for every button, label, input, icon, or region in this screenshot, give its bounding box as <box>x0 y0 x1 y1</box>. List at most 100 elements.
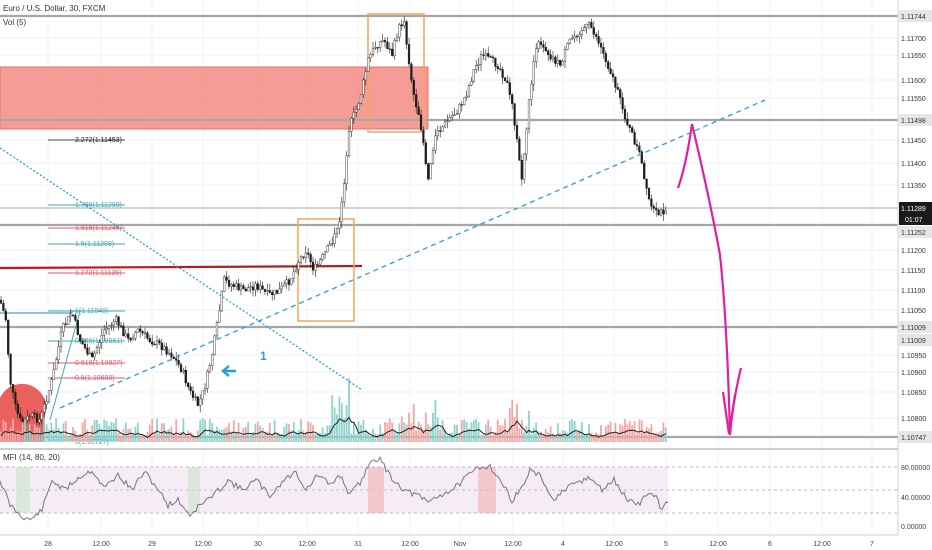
candle-body <box>117 316 120 326</box>
volume-bar <box>355 434 358 442</box>
candle-body <box>206 371 209 389</box>
candle-body <box>45 401 48 405</box>
candle-body <box>621 97 624 110</box>
price-tick: 1.11050 <box>901 308 926 315</box>
candle-body <box>69 314 72 317</box>
volume-bar <box>547 432 550 442</box>
mfi-line <box>0 456 669 521</box>
candle-body <box>381 40 384 42</box>
price-axis[interactable] <box>898 0 932 550</box>
volume-bar <box>552 433 554 442</box>
volume-bar <box>362 419 365 442</box>
candle-body <box>515 125 519 140</box>
volume-bar <box>336 414 338 442</box>
time-tick: 30 <box>254 541 262 548</box>
consolidation-box-2[interactable] <box>367 13 425 133</box>
candle-body <box>227 279 231 287</box>
symbol-title: Euro / U.S. Dollar, 30, FXCM <box>3 4 106 13</box>
candle-body <box>647 188 651 200</box>
volume-bar <box>540 431 542 442</box>
volume-bar <box>163 423 166 442</box>
volume-bar <box>165 429 168 442</box>
fib-label-1: 1(1.11049) <box>75 308 108 315</box>
volume-bar <box>501 425 504 442</box>
consolidation-box-1[interactable] <box>297 218 355 322</box>
candle-body <box>559 59 562 66</box>
candle-body <box>635 144 639 147</box>
price-tick: 1.11600 <box>901 78 926 85</box>
resistance-zone[interactable] <box>0 66 429 130</box>
candle-body <box>64 323 67 325</box>
candle-body <box>530 83 533 100</box>
time-tick: Nov <box>454 541 467 548</box>
volume-bar <box>451 432 454 442</box>
volume-bar <box>14 432 17 442</box>
candle-body <box>146 332 149 339</box>
candle-body <box>415 94 418 108</box>
volume-bar <box>496 419 499 442</box>
ascending-trendline[interactable] <box>59 99 766 409</box>
time-tick: 12:00 <box>298 541 316 548</box>
volume-bar <box>588 424 590 442</box>
mfi-axis: 80.00000 40.00000 0.00000 <box>901 465 930 531</box>
candle-body <box>302 256 305 258</box>
candle-body <box>314 264 317 271</box>
candle-body <box>290 278 293 285</box>
candle-body <box>160 342 163 351</box>
candle-body <box>619 89 622 98</box>
candle-body <box>571 37 574 40</box>
candle-body <box>374 47 377 49</box>
candle-body <box>263 289 267 292</box>
candle-body <box>57 346 60 360</box>
candle-body <box>215 322 219 337</box>
volume-bar <box>232 420 235 442</box>
volume-bar <box>9 427 12 442</box>
time-axis[interactable] <box>0 535 932 550</box>
volume-bar <box>590 432 593 442</box>
volume-bar <box>235 431 238 442</box>
descending-trendline[interactable] <box>0 147 363 391</box>
volume-bar <box>136 422 139 442</box>
price-tick: 1.11252 <box>901 230 926 237</box>
candle-body <box>453 114 456 116</box>
volume-bar <box>180 431 182 442</box>
candle-body <box>427 163 430 180</box>
candle-body <box>59 331 63 347</box>
volume-bar <box>242 427 245 442</box>
volume-bar <box>381 432 384 442</box>
countdown-badge <box>899 214 932 225</box>
fib-label-1272: 1.272(1.11135) <box>75 270 121 277</box>
candle-body <box>237 283 240 291</box>
time-tick: 12:00 <box>194 541 212 548</box>
volume-bar <box>69 433 72 442</box>
volume-bar <box>340 403 343 442</box>
candle-body <box>597 36 600 44</box>
volume-bar <box>523 432 526 442</box>
candle-body <box>333 233 336 244</box>
candle-body <box>395 36 399 41</box>
candle-body <box>359 94 363 104</box>
volume-bar <box>516 403 518 442</box>
candle-body <box>19 413 22 419</box>
candle-body <box>50 379 53 391</box>
wave-label: 1 <box>260 349 267 363</box>
candle-body <box>256 283 259 290</box>
candle-body <box>62 323 65 333</box>
candle-body <box>429 163 432 180</box>
candle-body <box>9 354 12 385</box>
candle-body <box>614 76 617 88</box>
volume-bar <box>117 432 120 442</box>
price-tick: 1.11450 <box>901 138 926 145</box>
volume-bar <box>84 419 86 442</box>
volume-bar <box>62 423 65 442</box>
volume-bar <box>343 418 346 442</box>
price-candles[interactable] <box>0 16 667 426</box>
candle-body <box>501 69 504 78</box>
volume-bar <box>624 419 626 442</box>
candle-body <box>455 113 459 115</box>
candle-body <box>633 132 636 145</box>
volume-bar <box>304 432 307 442</box>
time-tick: 12:00 <box>92 541 110 548</box>
support-line[interactable] <box>0 264 363 270</box>
